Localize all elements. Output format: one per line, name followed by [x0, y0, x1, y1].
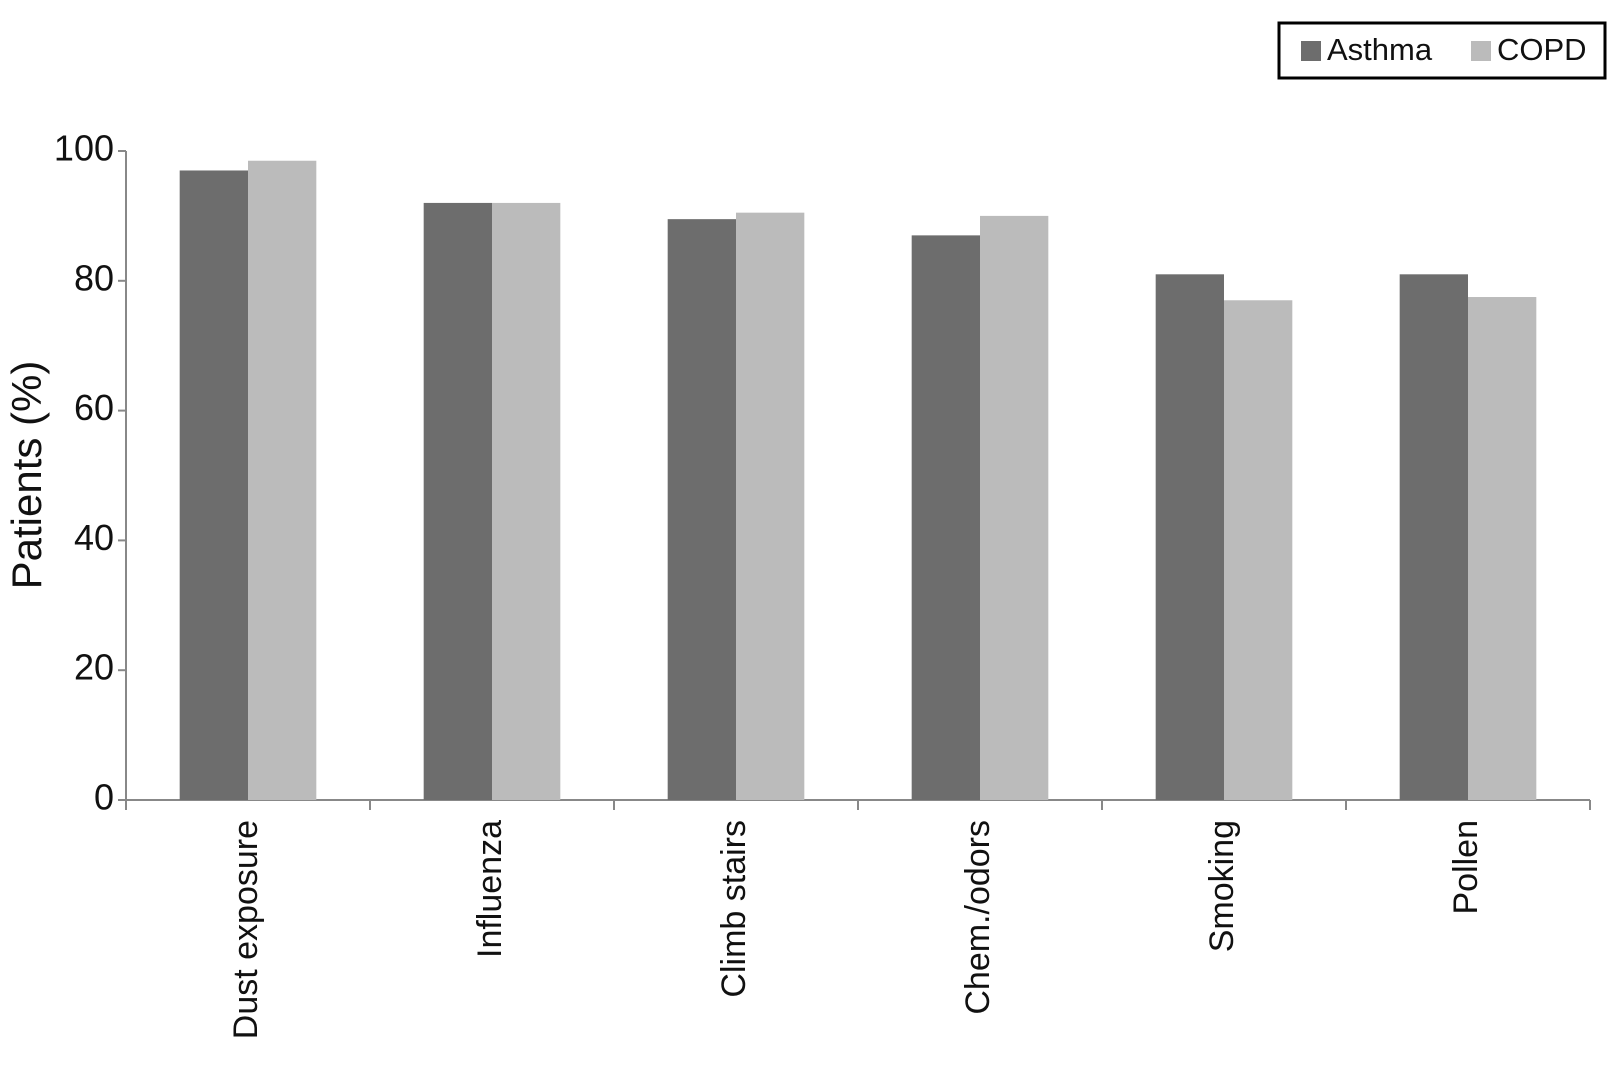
x-tick-label: Smoking [1203, 820, 1241, 952]
bar [1155, 274, 1224, 800]
y-tick-label: 80 [74, 257, 114, 298]
bar [179, 170, 248, 801]
y-tick-label: 20 [74, 647, 114, 688]
bar [1399, 274, 1468, 800]
legend-swatch [1301, 41, 1321, 61]
legend-box [1277, 21, 1607, 80]
bar [667, 219, 736, 800]
x-tick-label: Pollen [1447, 820, 1485, 915]
bar [980, 215, 1049, 800]
legend-label: Asthma [1327, 32, 1433, 67]
x-tick-label: Dust exposure [227, 820, 265, 1039]
legend-swatch [1471, 41, 1491, 61]
x-tick-label: Chem./odors [959, 820, 997, 1015]
y-tick-label: 0 [94, 777, 114, 818]
bar [423, 202, 492, 801]
bar [248, 160, 317, 801]
bar [492, 202, 561, 801]
y-axis-title: Patients (%) [3, 361, 50, 590]
y-tick-label: 100 [54, 128, 114, 169]
bar [736, 212, 805, 800]
y-tick-label: 60 [74, 387, 114, 428]
bar [1224, 300, 1293, 800]
legend-label: COPD [1497, 32, 1587, 67]
x-tick-label: Influenza [471, 820, 509, 958]
bar [1468, 297, 1537, 800]
x-tick-label: Climb stairs [715, 820, 753, 998]
bar [911, 235, 980, 800]
y-tick-label: 40 [74, 517, 114, 558]
